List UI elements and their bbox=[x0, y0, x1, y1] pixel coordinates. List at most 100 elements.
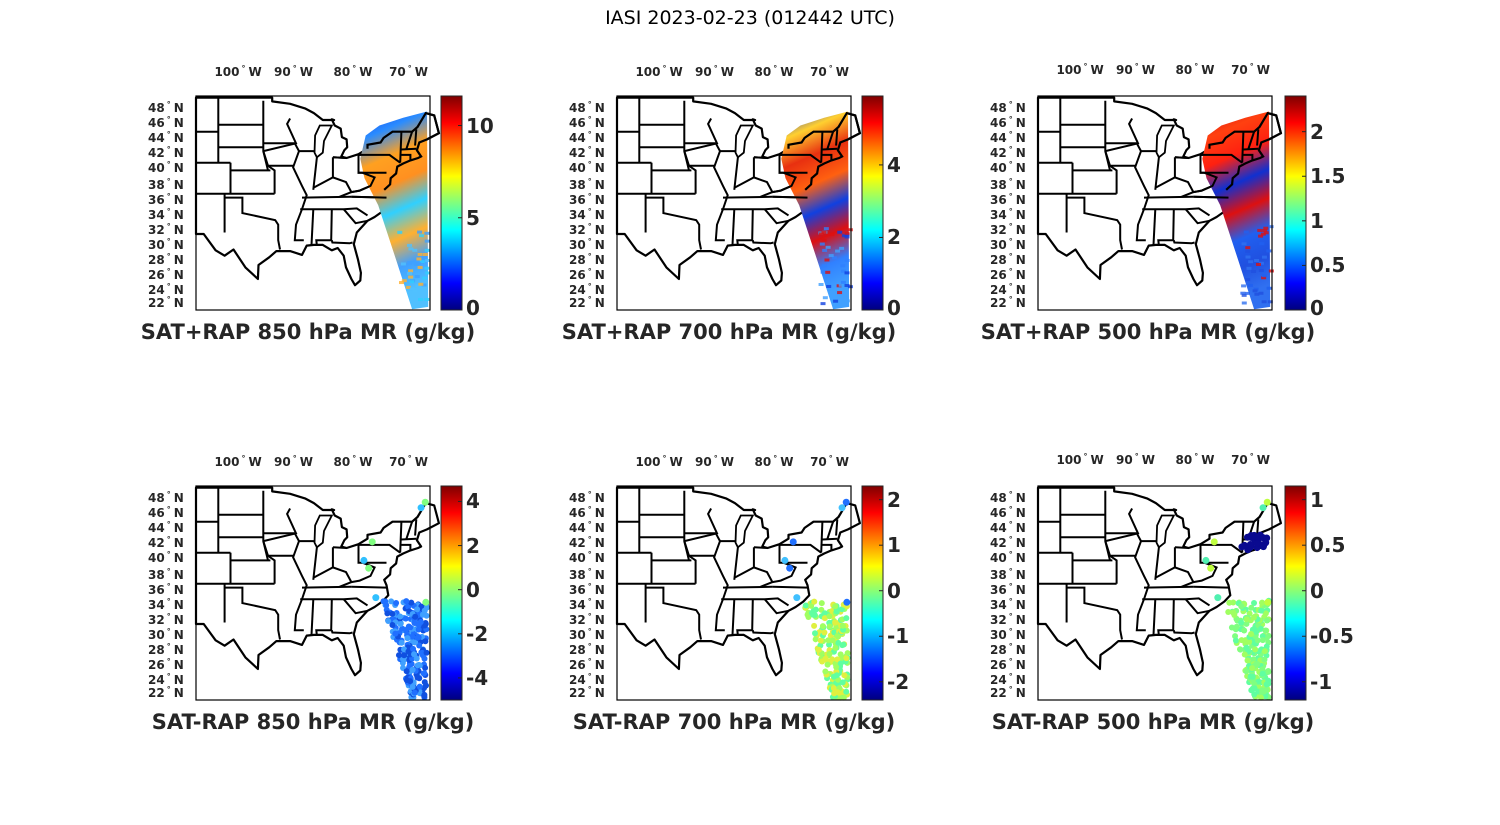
lat-value: 32 bbox=[990, 613, 1007, 627]
data-point bbox=[1263, 643, 1270, 650]
lat-value: 34 bbox=[569, 598, 586, 612]
data-point bbox=[843, 655, 850, 662]
hemisphere: N bbox=[1015, 521, 1026, 535]
us-coastline bbox=[615, 486, 861, 677]
data-point bbox=[1262, 627, 1269, 634]
hemisphere: N bbox=[594, 613, 605, 627]
data-point bbox=[404, 635, 411, 642]
data-point bbox=[842, 498, 850, 506]
lon-tick-label: 90 ° W bbox=[1116, 62, 1155, 77]
data-point bbox=[1238, 637, 1245, 644]
lat-tick-label: 48 ° N bbox=[569, 100, 605, 115]
hemisphere: W bbox=[669, 455, 683, 469]
state-border bbox=[1154, 157, 1160, 190]
swath-pixel bbox=[1241, 284, 1247, 288]
degree-symbol: ° bbox=[587, 100, 592, 109]
hemisphere: W bbox=[835, 455, 850, 469]
colorbar-tick-label: 10 bbox=[466, 113, 494, 138]
hemisphere: N bbox=[594, 491, 605, 505]
hemisphere: N bbox=[594, 161, 605, 175]
lat-value: 32 bbox=[148, 613, 165, 627]
lat-value: 48 bbox=[569, 101, 586, 115]
lat-tick-label: 46 ° N bbox=[569, 505, 605, 520]
degree-symbol: ° bbox=[1008, 282, 1013, 291]
colorbar-tick-label: -2 bbox=[887, 669, 910, 694]
degree-symbol: ° bbox=[587, 672, 592, 681]
lon-tick-label: 80 ° W bbox=[334, 454, 373, 469]
lon-value: 90 bbox=[1115, 453, 1133, 467]
lat-tick-label: 46 ° N bbox=[990, 115, 1026, 130]
colorbar bbox=[861, 95, 884, 311]
state-border bbox=[1172, 629, 1195, 635]
hemisphere: N bbox=[1015, 223, 1026, 237]
lat-value: 34 bbox=[569, 208, 586, 222]
lat-tick-label: 36 ° N bbox=[990, 192, 1026, 207]
hemisphere: W bbox=[248, 455, 262, 469]
data-point bbox=[1258, 625, 1265, 632]
lat-value: 42 bbox=[990, 146, 1007, 160]
data-point bbox=[1243, 620, 1250, 627]
swath-pixel bbox=[1261, 276, 1267, 280]
data-point bbox=[817, 637, 824, 644]
state-border bbox=[736, 599, 754, 636]
swath-pixel bbox=[407, 271, 413, 275]
map-frame bbox=[195, 95, 431, 311]
degree-symbol: ° bbox=[1008, 100, 1013, 109]
lake-michigan bbox=[1155, 514, 1176, 549]
lon-tick-label: 100 ° W bbox=[214, 64, 261, 79]
data-point bbox=[1226, 599, 1233, 606]
data-point bbox=[812, 606, 819, 613]
lat-value: 34 bbox=[990, 598, 1007, 612]
state-border bbox=[262, 150, 276, 194]
degree-symbol: ° bbox=[587, 657, 592, 666]
data-point bbox=[416, 642, 423, 649]
state-border bbox=[414, 519, 418, 536]
us-coastline bbox=[787, 111, 862, 191]
lat-tick-label: 32 ° N bbox=[990, 222, 1026, 237]
lat-value: 34 bbox=[990, 208, 1007, 222]
degree-symbol: ° bbox=[713, 454, 718, 463]
data-point bbox=[398, 639, 405, 646]
data-point bbox=[402, 627, 409, 634]
lat-value: 22 bbox=[148, 686, 165, 700]
state-border bbox=[1200, 543, 1243, 554]
lon-value: 90 bbox=[694, 65, 712, 79]
lat-value: 28 bbox=[569, 643, 586, 657]
state-border bbox=[358, 543, 401, 554]
data-point bbox=[402, 615, 409, 622]
lon-value: 80 bbox=[333, 455, 351, 469]
lat-value: 42 bbox=[990, 536, 1007, 550]
swath-pixel bbox=[417, 265, 423, 269]
degree-symbol: ° bbox=[166, 582, 171, 591]
colorbar-tick-label: 5 bbox=[466, 205, 480, 230]
lat-value: 48 bbox=[148, 491, 165, 505]
data-point bbox=[829, 637, 836, 644]
lon-value: 80 bbox=[1175, 453, 1193, 467]
degree-symbol: ° bbox=[1008, 550, 1013, 559]
colorbar-tick-label: 2 bbox=[887, 225, 901, 250]
lat-tick-label: 40 ° N bbox=[569, 160, 605, 175]
lat-value: 24 bbox=[569, 283, 586, 297]
swath-pixel bbox=[1266, 249, 1272, 253]
data-point bbox=[368, 538, 376, 546]
lake-michigan bbox=[313, 514, 334, 549]
data-point bbox=[810, 611, 817, 618]
swath-pixel bbox=[409, 287, 415, 291]
state-border bbox=[332, 156, 347, 159]
state-border bbox=[301, 195, 352, 199]
state-border bbox=[300, 597, 369, 607]
state-border bbox=[822, 537, 838, 541]
degree-symbol: ° bbox=[166, 550, 171, 559]
lat-tick-label: 40 ° N bbox=[148, 160, 184, 175]
colorbar bbox=[861, 485, 884, 701]
state-border bbox=[826, 131, 835, 150]
degree-symbol: ° bbox=[166, 130, 171, 139]
lat-value: 42 bbox=[148, 536, 165, 550]
lat-value: 34 bbox=[148, 208, 165, 222]
lon-value: 90 bbox=[273, 65, 291, 79]
colorbar-tick-label: 0 bbox=[887, 578, 901, 603]
state-border bbox=[351, 585, 387, 589]
hemisphere: N bbox=[1015, 613, 1026, 627]
hemisphere: N bbox=[594, 628, 605, 642]
data-point bbox=[389, 622, 396, 629]
